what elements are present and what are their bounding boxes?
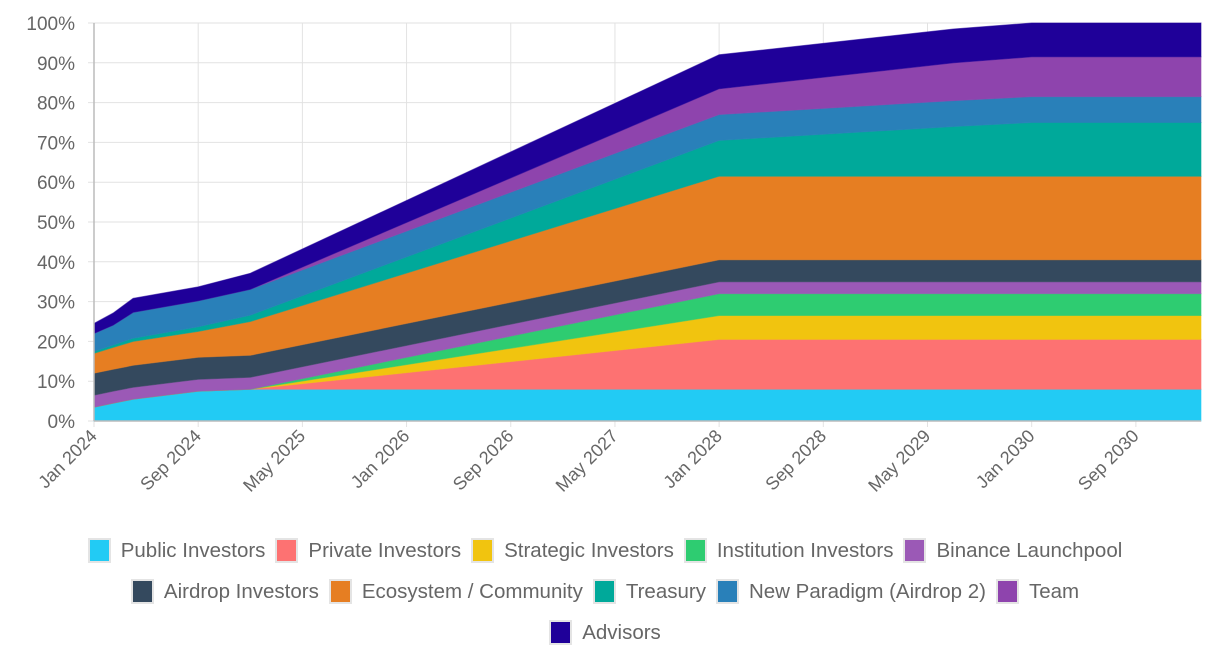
- y-tick-label: 70%: [37, 133, 75, 154]
- area-public-investors[interactable]: [93, 388, 1202, 422]
- x-tick-label: Sep 2026: [449, 426, 518, 495]
- stacked-area-chart: 0% 10% 20% 30% 40% 50% 60% 70% 80% 90% 100% Jan 202…: [26, 14, 1202, 496]
- x-tick-label: Jan 2028: [659, 426, 726, 493]
- y-tick-label: 60%: [37, 173, 75, 194]
- legend-item[interactable]: Institution Investors: [683, 538, 894, 563]
- legend-swatch: [715, 579, 739, 604]
- legend-label: New Paradigm (Airdrop 2): [748, 579, 986, 603]
- x-tick-label: Sep 2030: [1074, 426, 1143, 495]
- legend-swatch: [592, 579, 616, 604]
- legend-label: Private Investors: [308, 538, 462, 562]
- x-tick-label: Jan 2024: [34, 426, 101, 493]
- legend-row: Public Investors Private Investors Strateg…: [0, 538, 1210, 563]
- legend-swatch: [328, 579, 352, 604]
- legend-swatch: [130, 579, 154, 604]
- legend-item[interactable]: Advisors: [549, 620, 661, 645]
- legend-item[interactable]: Private Investors: [275, 538, 461, 563]
- x-tick-label: Sep 2024: [136, 426, 205, 495]
- legend-label: Strategic Investors: [504, 538, 674, 562]
- legend-swatch: [995, 579, 1019, 604]
- legend-item[interactable]: Public Investors: [87, 538, 266, 563]
- legend-item[interactable]: Strategic Investors: [471, 538, 674, 563]
- legend-swatch: [87, 538, 111, 563]
- legend-item[interactable]: Binance Launchpool: [903, 538, 1122, 563]
- legend-item[interactable]: Airdrop Investors: [130, 579, 319, 604]
- area-advisors[interactable]: [93, 22, 1202, 335]
- legend-label: Public Investors: [120, 538, 266, 562]
- legend-label: Binance Launchpool: [936, 538, 1123, 562]
- legend-row: Advisors: [0, 620, 1210, 645]
- y-tick-label: 40%: [37, 253, 75, 274]
- y-tick-label: 0%: [48, 412, 76, 433]
- legend-item[interactable]: Ecosystem / Community: [328, 579, 583, 604]
- y-tick-label: 80%: [37, 94, 75, 115]
- legend-label: Airdrop Investors: [163, 579, 319, 603]
- legend-label: Institution Investors: [716, 538, 894, 562]
- legend-swatch: [275, 538, 299, 563]
- y-tick-label: 100%: [26, 14, 75, 35]
- legend-row: Airdrop Investors Ecosystem / Community Tr…: [0, 579, 1210, 604]
- y-tick-label: 50%: [37, 213, 75, 234]
- legend-swatch: [903, 538, 927, 563]
- x-tick-label: May 2027: [552, 426, 622, 496]
- legend-swatch: [549, 620, 573, 645]
- legend-swatch: [683, 538, 707, 563]
- legend-label: Team: [1028, 579, 1080, 603]
- y-tick-label: 90%: [37, 54, 75, 75]
- legend-label: Ecosystem / Community: [361, 579, 583, 603]
- y-tick-label: 20%: [37, 332, 75, 353]
- legend-label: Advisors: [582, 620, 661, 644]
- x-tick-label: Sep 2028: [762, 426, 831, 495]
- legend-swatch: [471, 538, 495, 563]
- y-tick-label: 10%: [37, 372, 75, 393]
- x-tick-label: May 2029: [864, 426, 934, 496]
- legend-label: Treasury: [625, 579, 706, 603]
- x-tick-label: May 2025: [239, 426, 309, 496]
- legend-item[interactable]: New Paradigm (Airdrop 2): [715, 579, 986, 604]
- x-tick-label: Jan 2030: [972, 426, 1039, 493]
- x-tick-label: Jan 2026: [347, 426, 414, 493]
- y-tick-label: 30%: [37, 293, 75, 314]
- legend-item[interactable]: Team: [995, 579, 1080, 604]
- legend-item[interactable]: Treasury: [592, 579, 706, 604]
- area-layers: [93, 22, 1202, 422]
